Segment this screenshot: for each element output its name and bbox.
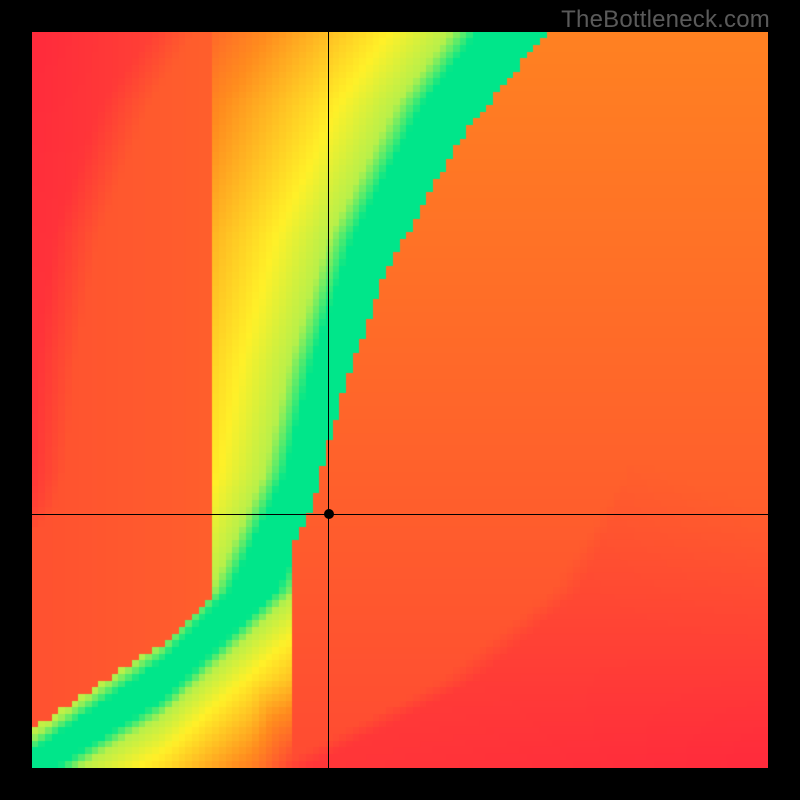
chart-container: TheBottleneck.com bbox=[0, 0, 800, 800]
crosshair-marker bbox=[324, 509, 334, 519]
watermark-text: TheBottleneck.com bbox=[561, 6, 770, 34]
bottleneck-heatmap bbox=[32, 32, 768, 768]
crosshair-vertical bbox=[328, 32, 329, 768]
crosshair-horizontal bbox=[32, 514, 768, 515]
